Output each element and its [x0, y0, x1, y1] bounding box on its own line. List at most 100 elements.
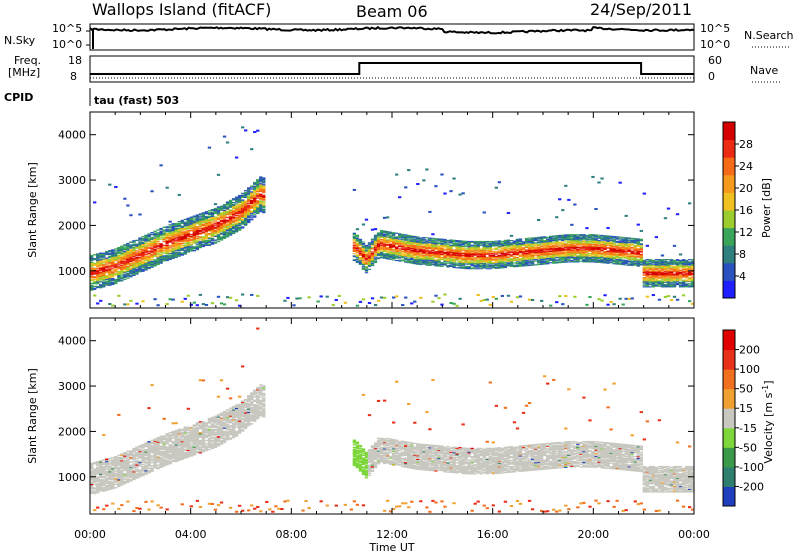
power-cell: [159, 164, 162, 166]
power-cell: [443, 255, 446, 256]
power-cell: [365, 272, 368, 273]
power-cell: [452, 178, 455, 180]
power-cell: [144, 256, 147, 257]
power-cell: [534, 261, 537, 262]
power-cell: [362, 223, 365, 225]
power-cell: [585, 235, 588, 236]
power-cell: [510, 235, 513, 237]
power-cell: [362, 267, 365, 268]
power-cell: [588, 296, 591, 298]
power-cell: [211, 221, 214, 222]
power-cell: [401, 241, 404, 242]
power-cell: [214, 221, 217, 222]
power-cell: [549, 251, 552, 252]
power-cell: [455, 240, 458, 241]
power-cell: [150, 234, 153, 235]
power-cell: [253, 131, 256, 133]
power-cell: [190, 217, 193, 218]
power-cell: [389, 259, 392, 260]
power-cell: [283, 300, 286, 302]
power-cell: [597, 298, 600, 300]
power-cell: [159, 228, 162, 229]
power-cell: [428, 262, 431, 263]
power-cell: [147, 252, 150, 253]
power-cell: [425, 240, 428, 241]
power-cell: [416, 236, 419, 237]
power-cell: [619, 238, 622, 239]
power-cell: [585, 251, 588, 252]
power-cell: [564, 249, 567, 250]
power-cell: [609, 301, 612, 303]
power-cell: [519, 254, 522, 255]
power-cell: [166, 229, 169, 230]
power-cell: [159, 231, 162, 232]
power-cell: [458, 298, 461, 300]
power-cell: [600, 241, 603, 242]
power-cell: [223, 210, 226, 211]
power-cell: [443, 249, 446, 250]
power-cell: [510, 254, 513, 255]
power-cell: [471, 245, 474, 246]
power-cell: [495, 187, 498, 189]
power-cell: [440, 242, 443, 243]
power-cell: [537, 237, 540, 238]
power-cell: [135, 303, 138, 305]
power-cell: [214, 239, 217, 240]
power-cell: [628, 262, 631, 263]
power-cell: [356, 228, 359, 230]
power-cell: [129, 275, 132, 276]
power-cell: [241, 126, 244, 128]
power-cell: [398, 240, 401, 241]
power-cell: [549, 256, 552, 257]
power-cell: [295, 298, 298, 300]
power-cell: [537, 255, 540, 256]
power-cell: [196, 304, 199, 306]
power-cell: [111, 278, 114, 279]
power-cell: [169, 247, 172, 248]
power-cell: [564, 252, 567, 253]
power-cell: [401, 253, 404, 254]
power-cell: [428, 250, 431, 251]
power-cell: [368, 302, 371, 304]
power-cell: [619, 258, 622, 259]
power-cell: [181, 231, 184, 232]
power-cell: [247, 205, 250, 206]
power-cell: [147, 267, 150, 268]
power-cell: [468, 266, 471, 267]
power-cell: [102, 281, 105, 282]
power-cell: [549, 262, 552, 263]
power-cell: [208, 147, 211, 149]
power-cell: [486, 250, 489, 251]
power-cell: [93, 254, 96, 255]
power-cell: [461, 246, 464, 247]
power-cell: [111, 267, 114, 268]
power-cell: [528, 244, 531, 245]
power-cell: [383, 230, 386, 231]
power-cell: [625, 256, 628, 257]
power-cell: [232, 230, 235, 231]
power-cell: [525, 249, 528, 250]
noise-right-tick-top: 10^5: [700, 22, 730, 35]
power-cell: [440, 262, 443, 263]
power-cell: [123, 303, 126, 305]
power-cell: [609, 236, 612, 237]
power-cell: [449, 239, 452, 240]
power-cell: [241, 199, 244, 200]
power-cell: [552, 238, 555, 239]
power-cell: [573, 261, 576, 262]
power-cell: [126, 204, 129, 206]
power-cell: [558, 259, 561, 260]
power-cell: [609, 239, 612, 240]
power-cell: [199, 241, 202, 242]
power-cell: [162, 237, 165, 238]
power-cell: [153, 233, 156, 234]
power-cell: [292, 304, 295, 306]
power-cell: [458, 252, 461, 253]
power-cell: [395, 174, 398, 176]
date-label: 24/Sep/2011: [590, 0, 692, 19]
power-cell: [153, 237, 156, 238]
power-cell: [193, 246, 196, 247]
power-cell: [585, 254, 588, 255]
power-cell: [600, 178, 603, 180]
power-cell: [422, 242, 425, 243]
